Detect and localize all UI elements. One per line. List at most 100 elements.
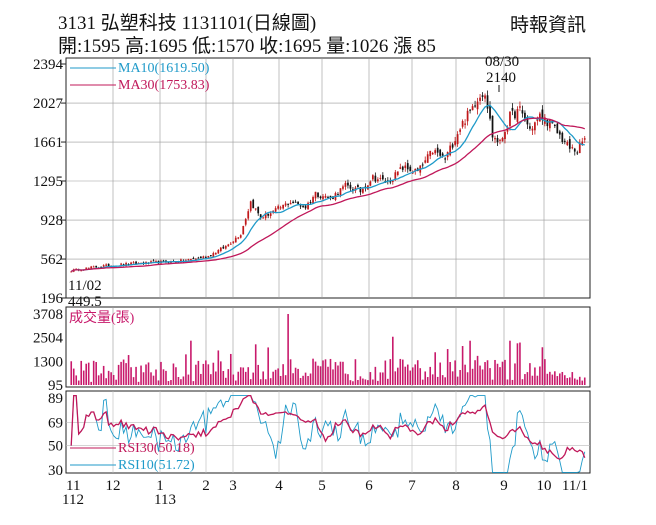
candle-body <box>247 211 250 219</box>
volume-bar <box>102 365 105 385</box>
candle-body <box>534 122 536 131</box>
volume-bar <box>529 363 531 385</box>
candle-body <box>357 185 359 188</box>
volume-bar <box>252 372 255 385</box>
volume-bar <box>122 359 125 385</box>
candle-body <box>229 243 232 245</box>
candle-body <box>239 235 242 238</box>
volume-bar <box>406 364 409 385</box>
candle-body <box>75 268 78 270</box>
volume-bar <box>177 376 180 385</box>
volume-bar <box>541 347 544 385</box>
volume-bar <box>389 359 392 385</box>
volume-bar <box>357 379 359 385</box>
candle-body <box>95 265 98 268</box>
candle-body <box>474 105 476 107</box>
volume-bar <box>401 359 404 385</box>
candle-body <box>92 266 95 268</box>
candle-body <box>469 109 471 111</box>
volume-bar <box>416 360 419 385</box>
candle-body <box>297 201 299 205</box>
candle-body <box>514 111 516 119</box>
volume-bar <box>90 381 92 385</box>
candle-body <box>444 158 447 160</box>
candle-body <box>531 128 534 131</box>
candle-body <box>312 197 314 204</box>
candle-body <box>349 184 352 189</box>
candle-body <box>135 261 137 264</box>
candle-body <box>289 202 292 205</box>
volume-bar <box>382 372 384 385</box>
candle-body <box>439 149 442 156</box>
candle-body <box>249 201 252 211</box>
volume-bar <box>259 379 262 385</box>
candle-body <box>190 259 192 261</box>
volume-bar <box>215 371 217 385</box>
candle-body <box>257 206 260 214</box>
price-tick-label: 1661 <box>33 135 63 151</box>
high-value-annotation: 2140 <box>486 70 516 86</box>
volume-bar <box>539 366 541 385</box>
volume-bar <box>162 369 165 385</box>
volume-bar <box>190 340 192 385</box>
volume-bar <box>404 366 407 385</box>
volume-bar <box>476 355 479 385</box>
candle-body <box>344 182 347 187</box>
price-tick-label: 2027 <box>33 96 64 112</box>
volume-bar <box>329 358 332 385</box>
volume-bar <box>92 360 95 385</box>
volume-bar <box>165 370 167 385</box>
candle-body <box>262 217 265 219</box>
volume-bar <box>244 371 247 385</box>
rsi30-line <box>70 394 586 460</box>
high-date-annotation: 08/30 <box>485 54 519 70</box>
candle-body <box>409 166 412 172</box>
volume-bar <box>466 372 469 385</box>
candle-body <box>471 106 474 111</box>
candle-body <box>566 141 569 146</box>
candle-body <box>394 172 397 180</box>
candle-body <box>536 118 539 122</box>
candle-body <box>302 205 304 207</box>
volume-bar <box>237 371 240 385</box>
candle-body <box>519 106 521 108</box>
candle-body <box>87 267 90 269</box>
volume-bar <box>304 372 307 385</box>
volume-bar <box>100 373 102 385</box>
volume-bar <box>449 362 451 385</box>
volume-bar <box>344 373 347 385</box>
volume-bar <box>534 367 536 385</box>
volume-bar <box>135 366 137 385</box>
volume-bar <box>504 359 506 385</box>
volume-bar <box>559 373 561 385</box>
candle-body <box>391 180 394 182</box>
volume-bar <box>352 381 354 385</box>
volume-bar <box>359 376 362 385</box>
candle-body <box>426 154 429 163</box>
ma30-line <box>70 117 586 272</box>
candle-body <box>347 182 349 186</box>
volume-bar <box>180 379 182 385</box>
candle-body <box>516 109 519 122</box>
volume-bar <box>531 375 534 385</box>
candle-body <box>155 261 157 263</box>
volume-bar <box>434 352 436 385</box>
volume-bar <box>347 374 349 385</box>
volume-bar <box>337 365 339 385</box>
volume-bar <box>419 368 422 385</box>
candle-body <box>237 237 240 239</box>
candle-body <box>195 258 197 260</box>
candle-body <box>314 191 317 199</box>
candle-body <box>504 131 506 140</box>
volume-bar <box>117 364 120 385</box>
volume-bar <box>426 377 429 385</box>
volume-bar <box>514 363 516 385</box>
candle-body <box>548 119 551 129</box>
candle-body <box>404 165 407 169</box>
volume-bar <box>576 379 579 385</box>
volume-bar <box>489 368 491 385</box>
volume-bar <box>132 377 135 385</box>
candle-body <box>401 166 404 170</box>
candle-body <box>120 263 122 265</box>
candle-body <box>219 247 222 252</box>
